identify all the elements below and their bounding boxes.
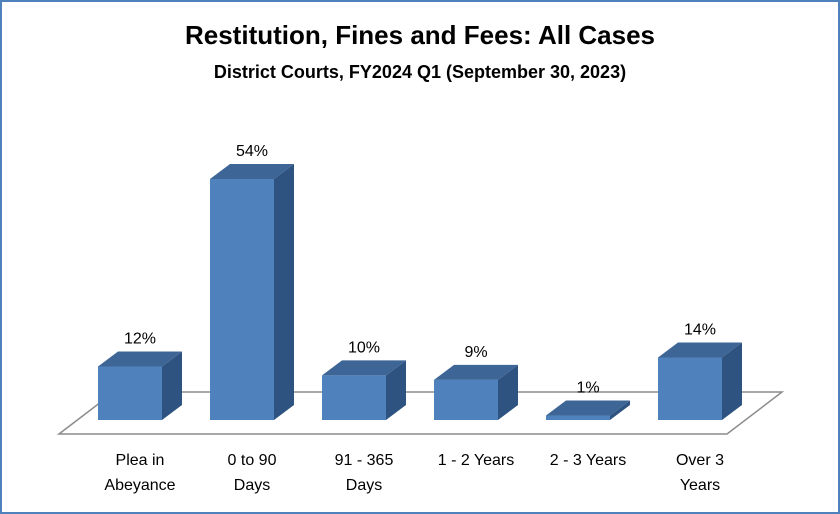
bar-side xyxy=(610,400,630,420)
category-label-line: 2 - 3 Years xyxy=(549,452,627,469)
bar-top xyxy=(546,400,630,416)
category-label-line: Abeyance xyxy=(104,477,176,494)
bar-top xyxy=(98,351,182,367)
category-label-line: Years xyxy=(679,477,721,494)
category-label: Plea in Abeyance xyxy=(80,448,200,498)
category-label-line: Days xyxy=(233,477,271,494)
category-label-line: 0 to 90 xyxy=(227,452,277,469)
bar xyxy=(322,375,386,420)
bar xyxy=(546,415,610,420)
bar-top xyxy=(210,164,294,179)
category-label: 1 - 2 Years xyxy=(416,448,536,473)
data-label: 10% xyxy=(348,339,380,356)
category-label-line: 1 - 2 Years xyxy=(437,452,515,469)
category-label: Over 3 Years xyxy=(640,448,760,498)
chart-title: Restitution, Fines and Fees: All Cases xyxy=(184,20,656,50)
category-label-line: Over 3 xyxy=(675,452,724,469)
data-label: 9% xyxy=(464,344,487,361)
category-label: 91 - 365 Days xyxy=(304,448,424,498)
bar-side xyxy=(162,351,182,420)
bar-side xyxy=(274,164,294,420)
bar-side xyxy=(386,360,406,420)
bar-top xyxy=(658,342,742,358)
category-label: 2 - 3 Years xyxy=(528,448,648,473)
bar xyxy=(434,379,498,420)
category-label-line: 91 - 365 xyxy=(334,452,394,469)
chart-subtitle: District Courts, FY2024 Q1 (September 30… xyxy=(213,62,627,82)
data-label: 14% xyxy=(684,322,716,339)
data-label: 54% xyxy=(236,143,268,160)
bar-side xyxy=(722,342,742,420)
bar xyxy=(658,357,722,420)
bar xyxy=(210,179,274,420)
bar xyxy=(98,366,162,420)
data-label: 12% xyxy=(124,330,156,347)
category-label-line: Days xyxy=(345,477,383,494)
category-label-line: Plea in xyxy=(115,452,165,469)
data-label: 1% xyxy=(576,380,599,397)
bar-side xyxy=(498,364,518,420)
bar-top xyxy=(434,364,518,380)
category-label: 0 to 90 Days xyxy=(192,448,312,498)
bar-top xyxy=(322,360,406,376)
